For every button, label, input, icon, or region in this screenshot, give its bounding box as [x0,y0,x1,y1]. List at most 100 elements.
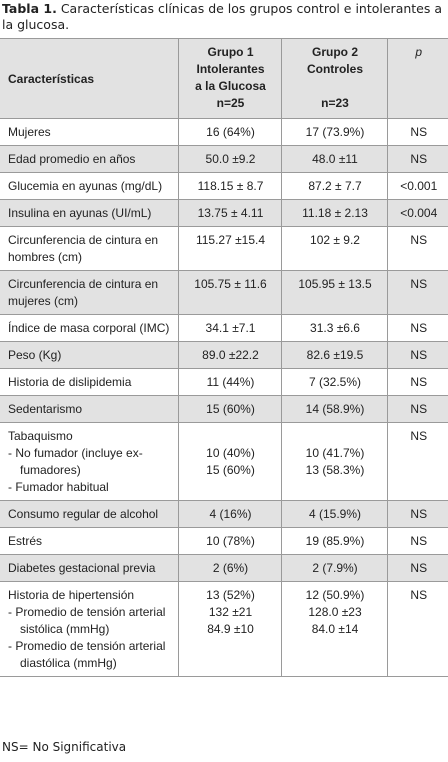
cell-line: - No fumador (incluye ex-fumadores) [8,446,143,477]
cell-line: 84.0 ±14 [311,622,359,636]
table-cell: Circunferencia de cintura en mujeres (cm… [0,270,179,315]
table-cell: Glucemia en ayunas (mg/dL) [0,172,179,200]
table-cell: 4 (15.9%) [280,500,388,528]
cell-line: 17 (73.9%) [305,125,365,139]
cell-line: 105.95 ± 13.5 [298,277,372,291]
cell-line: a la Glucosa [195,79,266,93]
table-cell: 16 (64%) [177,118,282,146]
cell-line: NS [410,152,428,166]
table-row: Glucemia en ayunas (mg/dL) 118.15 ± 8.7 87… [0,172,448,200]
cell-line [290,428,381,445]
table-cell: 7 (32.5%) [280,368,388,396]
cell-line: 13.75 ± 4.11 [197,206,264,220]
cell-line: 128.0 ±23 [308,605,362,619]
cell-line: Consumo regular de alcohol [8,507,159,521]
cell-line: 15 (60%) [206,402,255,416]
cell-line: 89.0 ±22.2 [202,348,259,362]
table-cell: 31.3 ±6.6 [280,314,388,342]
cell-line: Mujeres [8,125,51,139]
table-cell: NS [386,341,448,369]
cell-line: 12 (50.9%) [305,588,365,602]
cell-line: - Promedio de tensión arterial sistólica… [8,605,166,636]
table-cell: 50.0 ±9.2 [177,145,282,173]
table-row: Consumo regular de alcohol 4 (16%) 4 (15.9… [0,500,448,528]
table-row: Índice de masa corporal (IMC) 34.1 ±7.1 31… [0,314,448,342]
table-cell: NS [386,226,448,271]
caption-text: Características clínicas de los grupos c… [2,1,443,32]
table-row: Circunferencia de cintura en hombres (cm… [0,226,448,271]
table-cell: <0.001 [386,172,448,200]
table-cell: NS [386,145,448,173]
table-cell: 10 (78%) [177,527,282,555]
cell-line: NS [410,402,428,416]
table-row: Historia de hipertensión - Promedio de te… [0,581,448,677]
cell-line: NS [410,507,428,521]
table-row: Tabaquismo - No fumador (incluye ex-fumad… [0,422,448,501]
cell-line: 102 ± 9.2 [310,233,360,247]
cell-line: 34.1 ±7.1 [205,321,256,335]
cell-line [290,78,381,95]
cell-line: Edad promedio en años [8,152,136,166]
cell-line: 50.0 ±9.2 [205,152,256,166]
cell-line: 11 (44%) [206,375,255,389]
cell-line: 115.27 ±15.4 [195,233,266,247]
cell-line: Intolerantes [196,62,265,76]
table-cell: 11 (44%) [177,368,282,396]
cell-line: <0.004 [400,206,438,220]
table-cell: Estrés [0,527,179,555]
header-cell: Características [0,38,179,119]
cell-line: 13 (52%) [206,588,255,602]
table-cell: NS [386,270,448,315]
cell-line: n=23 [321,96,349,110]
table-cell: Peso (Kg) [0,341,179,369]
footnote: NS= No Significativa [2,740,127,754]
table-cell: 102 ± 9.2 [280,226,388,271]
table-cell: Circunferencia de cintura en hombres (cm… [0,226,179,271]
cell-line: 11.18 ± 2.13 [302,206,368,220]
table-cell: 105.75 ± 11.6 [177,270,282,315]
cell-line: - Fumador habitual [8,480,109,494]
cell-line: 84.9 ±10 [207,622,254,636]
caption: Tabla 1. Características clínicas de los… [2,1,446,33]
table-cell: Historia de hipertensión - Promedio de te… [0,581,179,677]
cell-line: Peso (Kg) [8,348,62,362]
table-cell: Historia de dislipidemia [0,368,179,396]
header-cell: p [386,38,448,119]
table-cell: 17 (73.9%) [280,118,388,146]
table-cell: Insulina en ayunas (UI/mL) [0,199,179,227]
table-cell: Diabetes gestacional previa [0,554,179,582]
table-cell: NS [386,314,448,342]
table-cell: 115.27 ±15.4 [177,226,282,271]
cell-line: 19 (85.9%) [305,534,365,548]
cell-line: Sedentarismo [8,402,83,416]
cell-line: Grupo 2 [311,45,358,59]
cell-line: Glucemia en ayunas (mg/dL) [8,179,163,193]
cell-line [187,428,275,445]
cell-line: p [415,45,423,59]
table-cell: NS [386,422,448,501]
cell-line: <0.001 [400,179,438,193]
cell-line: 13 (58.3%) [305,463,365,477]
cell-line: Índice de masa corporal (IMC) [8,321,170,335]
cell-line: 4 (16%) [209,507,252,521]
table-body: Mujeres 16 (64%) 17 (73.9%) NS Edad promedio… [0,118,448,677]
table-cell: 105.95 ± 13.5 [280,270,388,315]
table-cell: <0.004 [386,199,448,227]
table-row: Edad promedio en años 50.0 ±9.2 48.0 ±11 NS [0,145,448,173]
cell-line: NS [410,277,428,291]
table-cell: 2 (7.9%) [280,554,388,582]
cell-line: NS [410,321,428,335]
cell-line: 48.0 ±11 [312,152,358,166]
table-row: Peso (Kg) 89.0 ±22.2 82.6 ±19.5 NS [0,341,448,369]
cell-line: NS [410,233,428,247]
cell-line: Características [8,71,95,86]
cell-line: n=25 [216,96,245,110]
cell-line: Controles [306,62,363,76]
cell-line: Insulina en ayunas (UI/mL) [8,206,152,220]
cell-line: NS [410,429,428,443]
cell-line: Grupo 1 [207,45,254,59]
cell-line: 118.15 ± 8.7 [197,179,264,193]
cell-line: 31.3 ±6.6 [310,321,360,335]
table-cell: 12 (50.9%) 128.0 ±23 84.0 ±14 [280,581,388,677]
